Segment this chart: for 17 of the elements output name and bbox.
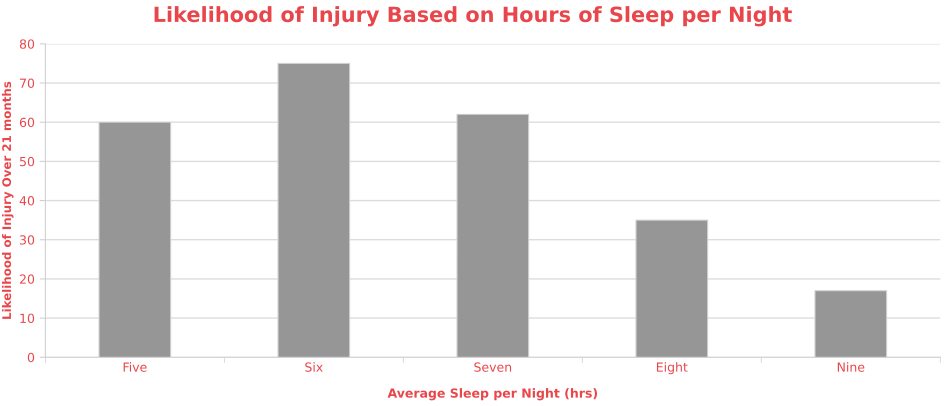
x-axis-title: Average Sleep per Night (hrs) xyxy=(388,388,598,400)
x-tick-label: Six xyxy=(305,362,323,372)
x-tick-label: Nine xyxy=(838,362,864,372)
y-tick-label: 30 xyxy=(20,235,34,245)
chart-title: Likelihood of Injury Based on Hours of Sleep per Night xyxy=(154,6,792,26)
x-tick-label: Five xyxy=(124,362,147,372)
y-tick-label: 20 xyxy=(20,274,34,284)
y-tick-label: 50 xyxy=(20,156,34,166)
y-tick-label: 0 xyxy=(28,352,34,362)
y-tick-label: 60 xyxy=(20,118,34,128)
x-tick-label: Seven xyxy=(474,362,512,372)
x-tick-label: Eight xyxy=(656,362,688,374)
y-tick-label: 40 xyxy=(20,196,34,206)
y-tick-label: 70 xyxy=(20,78,34,88)
y-tick-label: 80 xyxy=(20,39,34,49)
y-tick-label: 10 xyxy=(20,314,34,324)
y-axis-title: Likelihood of Injury Over 21 months xyxy=(2,82,14,319)
